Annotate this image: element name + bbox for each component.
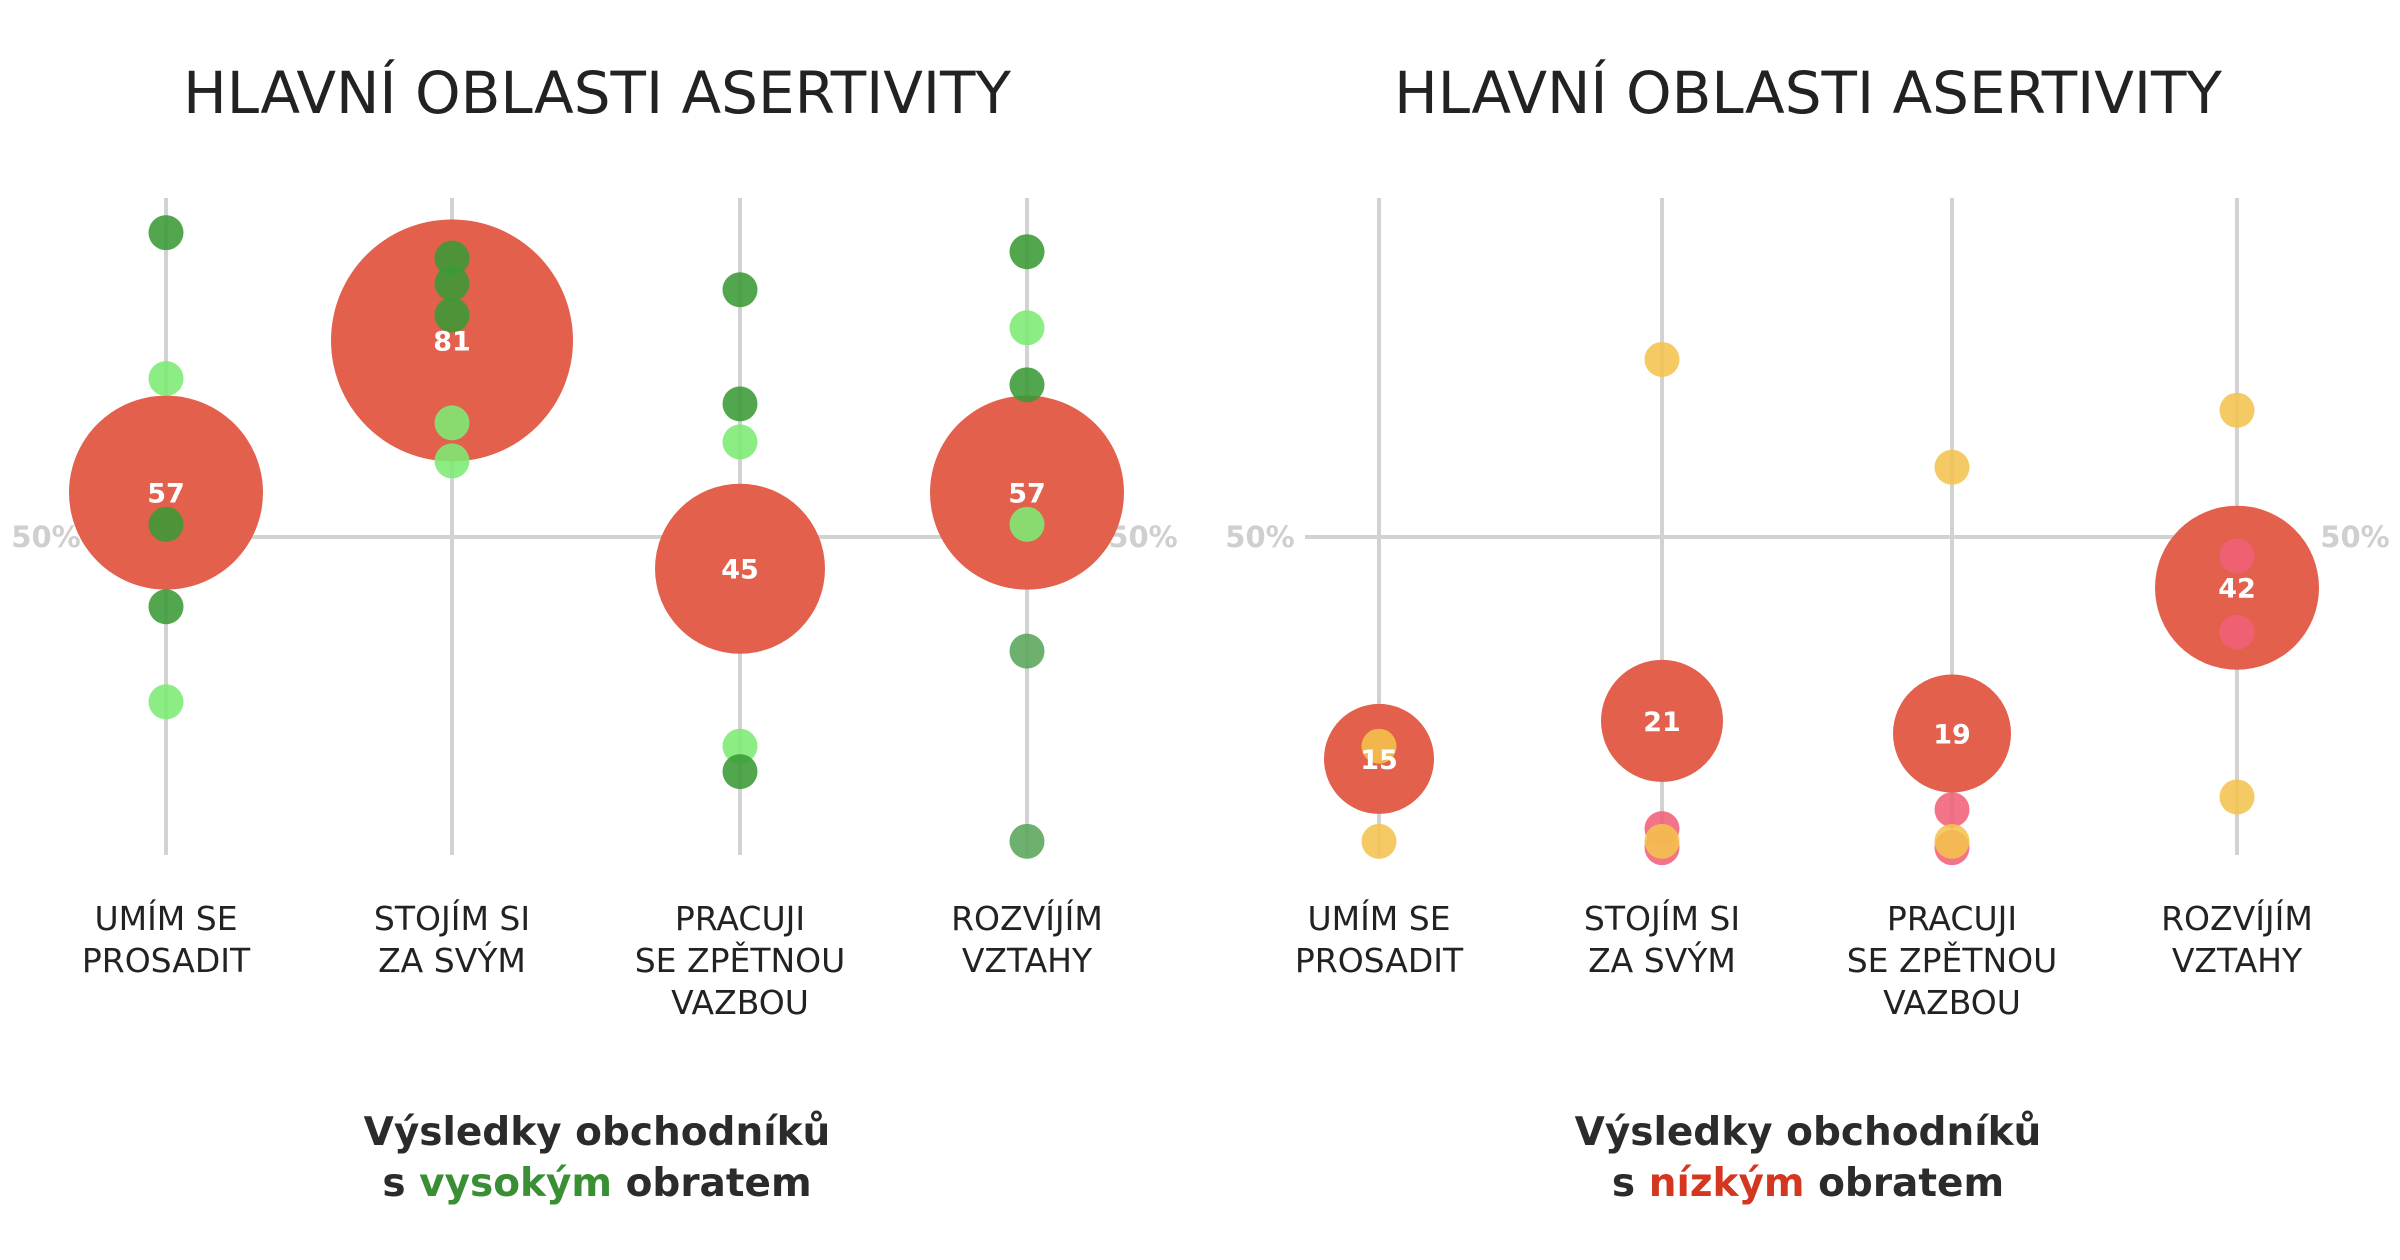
data-point — [1934, 823, 1970, 859]
category-label-line: VZTAHY — [962, 941, 1093, 980]
caption-suffix: obratem — [612, 1161, 812, 1206]
data-point — [148, 506, 184, 542]
category-label-line: SE ZPĚTNOU — [635, 940, 846, 980]
category-label-line: ROZVÍJÍM — [951, 898, 1103, 938]
category-label-line: PRACUJI — [1887, 899, 2017, 938]
caption-highlight: vysokým — [419, 1161, 612, 1206]
category-label-line: STOJÍM SI — [1584, 898, 1740, 938]
main-value-bubble — [1893, 674, 2011, 793]
main-value-label: 57 — [147, 479, 185, 510]
category-label-line: ROZVÍJÍM — [2161, 898, 2313, 938]
main-value-label: 57 — [1008, 479, 1046, 510]
data-point — [434, 265, 470, 301]
category-label-line: SE ZPĚTNOU — [1847, 940, 2058, 980]
data-point — [722, 386, 758, 422]
category-label-line: UMÍM SE — [1307, 898, 1450, 938]
main-value-bubble — [69, 395, 263, 590]
category-label: PRACUJI SE ZPĚTNOU VAZBOU — [635, 899, 846, 1022]
data-point — [1644, 823, 1680, 859]
data-point — [2219, 392, 2255, 428]
chart-title: HLAVNÍ OBLASTI ASERTIVITY — [1394, 58, 2222, 127]
data-point — [1361, 823, 1397, 859]
data-point — [434, 443, 470, 479]
chart-caption-line2: s vysokým obratem — [382, 1161, 811, 1206]
data-point — [1009, 633, 1045, 669]
reference-line-label: 50% — [11, 520, 80, 554]
category-label: UMÍM SE PROSADIT — [1295, 898, 1464, 980]
category-label: STOJÍM SI ZA SVÝM — [374, 898, 530, 980]
data-point — [1009, 234, 1045, 270]
data-point — [722, 272, 758, 308]
main-value-bubble — [930, 395, 1124, 590]
chart-title: HLAVNÍ OBLASTI ASERTIVITY — [183, 58, 1011, 127]
data-point — [1934, 449, 1970, 485]
data-point — [2219, 614, 2255, 650]
data-point — [2219, 779, 2255, 815]
data-point — [1644, 341, 1680, 377]
category-label-line: UMÍM SE — [94, 898, 237, 938]
category-label-line: STOJÍM SI — [374, 898, 530, 938]
main-value-bubble — [2155, 505, 2319, 670]
data-point — [1361, 728, 1397, 764]
category-label: ROZVÍJÍM VZTAHY — [951, 898, 1103, 980]
caption-prefix: s — [1612, 1161, 1649, 1206]
main-value-bubble — [1601, 659, 1723, 782]
category-label-line: PROSADIT — [1295, 941, 1464, 980]
data-point — [148, 684, 184, 720]
caption-highlight: nízkým — [1649, 1161, 1805, 1206]
data-point — [2219, 538, 2255, 574]
caption-prefix: s — [382, 1161, 419, 1206]
chart-caption-line2: s nízkým obratem — [1612, 1161, 2004, 1206]
data-point — [1009, 310, 1045, 346]
main-value-bubble — [655, 483, 825, 654]
main-value-label: 21 — [1643, 707, 1681, 738]
data-point — [148, 215, 184, 251]
data-point — [722, 754, 758, 790]
data-point — [434, 405, 470, 441]
category-label: PRACUJI SE ZPĚTNOU VAZBOU — [1847, 899, 2058, 1022]
data-point — [1009, 823, 1045, 859]
main-value-label: 15 — [1360, 745, 1398, 776]
caption-suffix: obratem — [1805, 1161, 2005, 1206]
chart-panel-1: HLAVNÍ OBLASTI ASERTIVITY 50% 50% 57 81 45 57 U… — [11, 58, 1177, 1206]
category-label-line: VAZBOU — [1883, 983, 2021, 1022]
main-value-label: 81 — [433, 326, 471, 357]
data-point — [1934, 792, 1970, 828]
data-point — [434, 240, 470, 276]
category-label: ROZVÍJÍM VZTAHY — [2161, 898, 2313, 980]
category-label-line: PROSADIT — [82, 941, 251, 980]
reference-line-label: 50% — [1225, 520, 1294, 554]
main-value-label: 45 — [721, 555, 759, 586]
data-point — [148, 361, 184, 396]
data-point — [148, 589, 184, 625]
category-label-line: VZTAHY — [2172, 941, 2303, 980]
category-label: UMÍM SE PROSADIT — [82, 898, 251, 980]
main-value-bubble — [331, 219, 573, 462]
category-label: STOJÍM SI ZA SVÝM — [1584, 898, 1740, 980]
category-label-line: VAZBOU — [671, 983, 809, 1022]
chart-panel-2: HLAVNÍ OBLASTI ASERTIVITY 50% 50% 15 21 19 42 U… — [1225, 58, 2389, 1206]
chart-caption-line1: Výsledky obchodníků — [1575, 1110, 2042, 1155]
category-label-line: ZA SVÝM — [1588, 940, 1736, 980]
category-label-line: ZA SVÝM — [378, 940, 526, 980]
main-value-label: 19 — [1933, 720, 1971, 751]
data-point — [434, 297, 470, 333]
main-value-label: 42 — [2218, 574, 2256, 605]
data-point — [722, 728, 758, 764]
category-label-line: PRACUJI — [675, 899, 805, 938]
chart-caption-line1: Výsledky obchodníků — [364, 1110, 831, 1155]
reference-line-label: 50% — [2320, 520, 2389, 554]
reference-line-label: 50% — [1108, 520, 1177, 554]
data-point — [1009, 367, 1045, 403]
data-point — [1009, 506, 1045, 542]
data-point — [722, 424, 758, 460]
